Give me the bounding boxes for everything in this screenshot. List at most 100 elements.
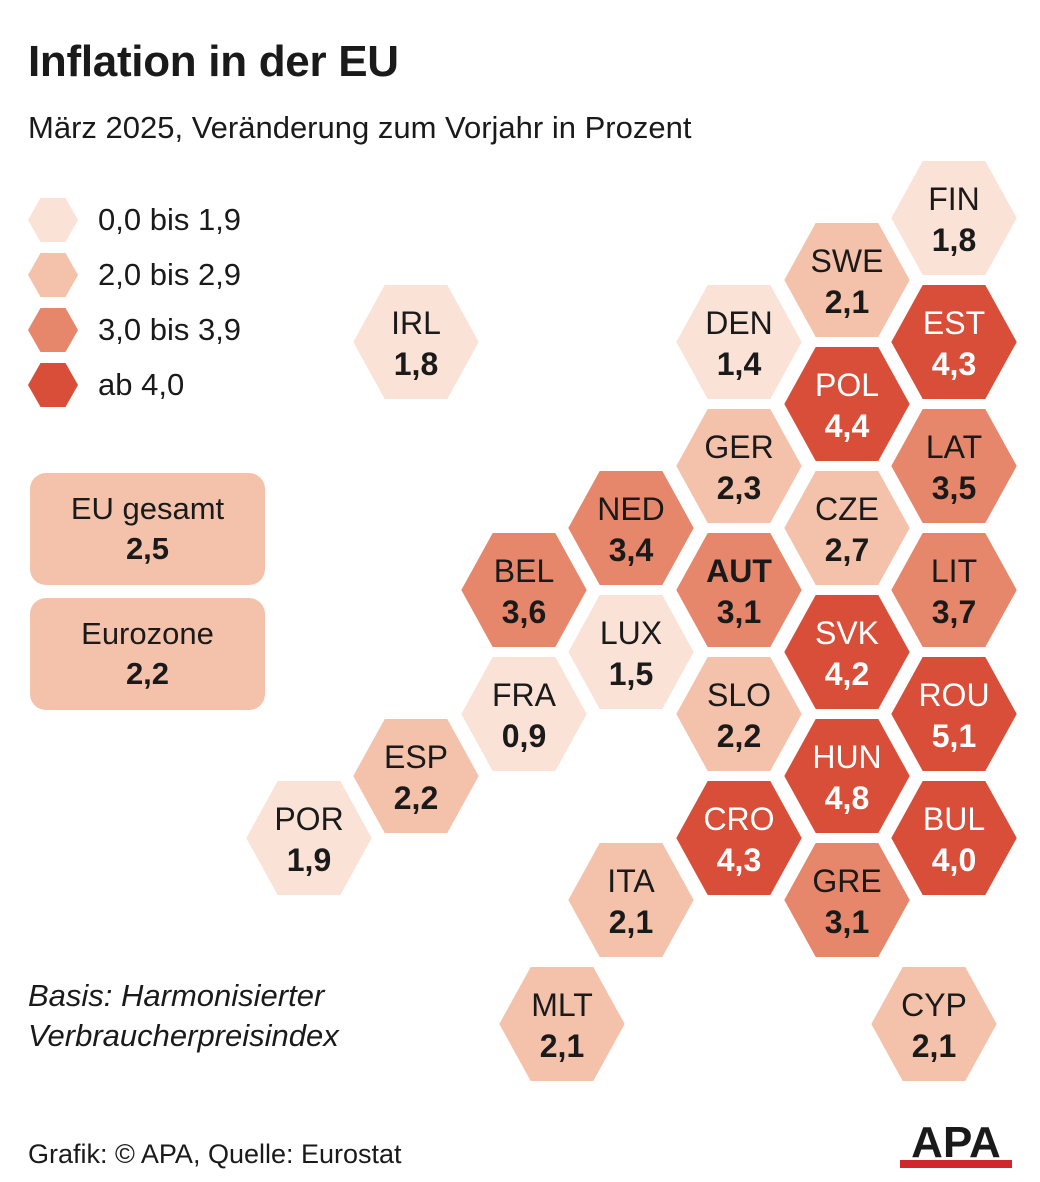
legend-item-level-4: ab 4,0 xyxy=(28,363,184,407)
hex-lit: LIT 3,7 xyxy=(886,529,1022,651)
hex-tile xyxy=(563,467,699,589)
hex-value: 1,4 xyxy=(717,346,762,382)
hex-country-code: FIN xyxy=(928,181,980,217)
hex-tile xyxy=(886,653,1022,775)
legend-label: 0,0 bis 1,9 xyxy=(98,202,242,237)
hex-tile xyxy=(866,963,1002,1085)
hex-country-code: SVK xyxy=(815,615,879,651)
hex-value: 4,8 xyxy=(825,780,869,816)
summary-value: 2,5 xyxy=(125,531,170,566)
svg-text:APA: APA xyxy=(911,1120,1001,1167)
hex-value: 4,3 xyxy=(717,842,761,878)
hex-cze: CZE 2,7 xyxy=(779,467,915,589)
hex-tile xyxy=(671,653,807,775)
hex-value: 4,2 xyxy=(825,656,869,692)
legend-item-level-1: 0,0 bis 1,9 xyxy=(28,198,241,242)
hex-irl: IRL 1,8 xyxy=(348,281,484,403)
hex-est: EST 4,3 xyxy=(886,281,1022,403)
hex-country-code: POR xyxy=(274,801,343,837)
hex-ned: NED 3,4 xyxy=(563,467,699,589)
hex-slo: SLO 2,2 xyxy=(671,653,807,775)
hex-esp: ESP 2,2 xyxy=(348,715,484,837)
hex-tile xyxy=(671,777,807,899)
hex-mlt: MLT 2,1 xyxy=(494,963,630,1085)
hex-ita: ITA 2,1 xyxy=(563,839,699,961)
hex-tile xyxy=(563,839,699,961)
hex-tile xyxy=(241,777,377,899)
hex-value: 0,9 xyxy=(502,718,546,754)
hex-country-code: BEL xyxy=(494,553,554,589)
hex-tile xyxy=(886,777,1022,899)
hex-tile xyxy=(779,839,915,961)
hex-cyp: CYP 2,1 xyxy=(866,963,1002,1085)
logo-red-bar xyxy=(900,1160,1012,1168)
legend-label: 3,0 bis 3,9 xyxy=(98,312,242,347)
summary-label: Eurozone xyxy=(81,616,214,651)
hex-country-code: GRE xyxy=(812,863,881,899)
source-credit: Grafik: © APA, Quelle: Eurostat xyxy=(28,1139,402,1169)
hex-value: 2,1 xyxy=(540,1028,584,1064)
hex-tile xyxy=(671,405,807,527)
hex-tile xyxy=(779,467,915,589)
legend-item-level-3: 3,0 bis 3,9 xyxy=(28,308,241,352)
hex-value: 4,0 xyxy=(932,842,976,878)
hex-value: 3,1 xyxy=(825,904,869,940)
hex-country-code: NED xyxy=(597,491,665,527)
hex-tile xyxy=(779,715,915,837)
legend-item-level-2: 2,0 bis 2,9 xyxy=(28,253,241,297)
hex-value: 1,9 xyxy=(287,842,331,878)
hex-value: 2,1 xyxy=(912,1028,956,1064)
hex-lux: LUX 1,5 xyxy=(563,591,699,713)
hex-tile xyxy=(886,281,1022,403)
hex-tile xyxy=(563,591,699,713)
hex-ger: GER 2,3 xyxy=(671,405,807,527)
hex-svk: SVK 4,2 xyxy=(779,591,915,713)
hex-tile xyxy=(494,963,630,1085)
hex-country-code: ITA xyxy=(607,863,655,899)
hex-country-code: SLO xyxy=(707,677,771,713)
hex-den: DEN 1,4 xyxy=(671,281,807,403)
hex-aut: AUT 3,1 xyxy=(671,529,807,651)
hex-country-code: CRO xyxy=(703,801,774,837)
hex-value: 3,7 xyxy=(932,594,976,630)
hex-country-code: ROU xyxy=(918,677,989,713)
hex-value: 2,1 xyxy=(609,904,653,940)
hex-tile xyxy=(456,653,592,775)
page-title: Inflation in der EU xyxy=(28,37,399,86)
hex-tile xyxy=(886,529,1022,651)
hex-country-code: GER xyxy=(704,429,773,465)
hex-cro: CRO 4,3 xyxy=(671,777,807,899)
basis-note: Basis: Harmonisierter Verbraucherpreisin… xyxy=(28,976,339,1056)
hex-tile xyxy=(671,529,807,651)
hex-value: 2,1 xyxy=(825,284,869,320)
hex-country-code: DEN xyxy=(705,305,773,341)
hex-country-code: EST xyxy=(923,305,985,341)
hex-country-code: LAT xyxy=(926,429,982,465)
hex-country-code: LUX xyxy=(600,615,662,651)
summary-value: 2,2 xyxy=(125,656,170,691)
hex-value: 1,8 xyxy=(394,346,438,382)
hexagon-swatch-icon xyxy=(28,198,78,242)
hex-tile xyxy=(671,281,807,403)
hex-fra: FRA 0,9 xyxy=(456,653,592,775)
hexagon-swatch-icon xyxy=(28,363,78,407)
hex-tile xyxy=(779,219,915,341)
hex-por: POR 1,9 xyxy=(241,777,377,899)
hex-value: 3,5 xyxy=(932,470,976,506)
hex-hun: HUN 4,8 xyxy=(779,715,915,837)
hex-value: 3,4 xyxy=(609,532,654,568)
legend-label: ab 4,0 xyxy=(98,367,185,402)
hex-value: 4,3 xyxy=(932,346,976,382)
hex-gre: GRE 3,1 xyxy=(779,839,915,961)
hex-country-code: POL xyxy=(815,367,879,403)
summary-eurozone: Eurozone 2,2 xyxy=(30,598,265,710)
hex-tile xyxy=(456,529,592,651)
hex-tile xyxy=(779,343,915,465)
hex-country-code: CYP xyxy=(901,987,967,1023)
summary-label: EU gesamt xyxy=(70,491,225,526)
hex-country-code: BUL xyxy=(923,801,985,837)
hex-value: 2,3 xyxy=(717,470,761,506)
apa-logo: APA xyxy=(900,1120,1012,1168)
hex-country-code: IRL xyxy=(391,305,441,341)
